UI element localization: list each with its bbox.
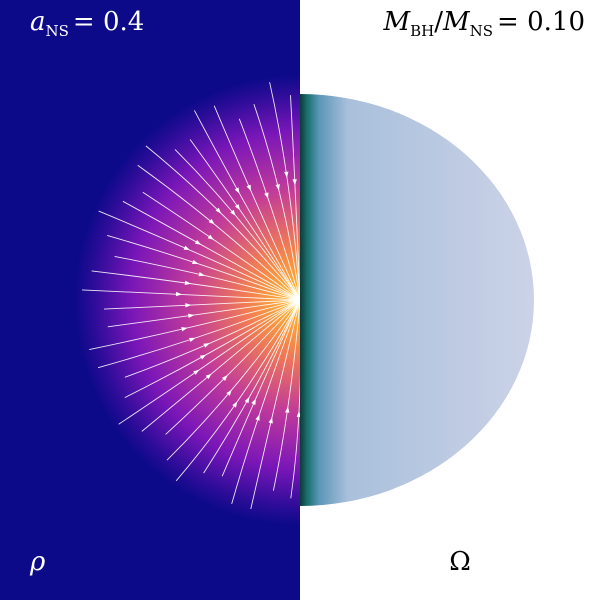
rho-label: ρ xyxy=(29,547,46,577)
spin-label: aNS = 0.4 xyxy=(30,7,144,40)
symbol: M xyxy=(442,7,471,37)
streamline xyxy=(137,164,300,301)
streamline xyxy=(124,299,300,378)
streamline xyxy=(107,234,300,301)
streamline-arrow xyxy=(199,354,207,360)
streamline xyxy=(97,299,300,369)
streamline xyxy=(166,299,300,461)
streamline-arrow xyxy=(183,245,190,251)
streamline-arrow xyxy=(221,375,228,381)
streamline-arrow xyxy=(246,184,252,192)
streamline-arrow xyxy=(194,239,202,245)
streamline xyxy=(165,299,300,435)
streamline-arrow xyxy=(205,373,212,380)
streamline-arrow xyxy=(215,207,222,214)
streamline-arrow xyxy=(192,259,199,264)
streamline xyxy=(107,299,300,328)
streamline xyxy=(272,299,300,491)
streamline-arrow xyxy=(232,401,238,408)
streamline xyxy=(141,299,300,432)
streamline xyxy=(253,104,300,301)
streamline xyxy=(174,149,300,301)
subscript: NS xyxy=(470,22,493,40)
streamline xyxy=(231,299,300,505)
streamline xyxy=(81,289,300,301)
streamline-arrow xyxy=(208,218,215,225)
streamline-arrow xyxy=(264,192,269,199)
streamline-arrow xyxy=(285,406,290,413)
streamline xyxy=(145,145,300,301)
streamline xyxy=(122,200,300,301)
streamline-arrow xyxy=(226,389,232,396)
streamline xyxy=(103,299,300,310)
streamline xyxy=(213,105,300,301)
omega-label: Ω xyxy=(449,547,471,577)
streamline xyxy=(114,255,300,301)
streamline-arrow xyxy=(234,204,241,211)
subscript: BH xyxy=(410,22,434,40)
angular-velocity-field xyxy=(300,94,534,506)
streamline xyxy=(189,139,300,301)
streamline xyxy=(142,191,300,301)
streamline-arrow xyxy=(284,171,289,178)
streamline xyxy=(250,299,300,510)
streamline-arrow xyxy=(198,272,205,277)
streamline xyxy=(124,299,300,399)
streamline-arrow xyxy=(185,303,192,308)
streamline xyxy=(221,299,300,477)
streamline-arrow xyxy=(207,234,214,240)
streamline xyxy=(175,299,300,482)
streamline-arrow xyxy=(230,209,236,216)
streamline-arrow xyxy=(181,327,188,332)
streamlines xyxy=(81,82,300,510)
streamline-arrow xyxy=(189,337,196,342)
streamline-arrow xyxy=(255,414,260,421)
streamline xyxy=(91,270,300,301)
streamline-arrow xyxy=(251,398,256,405)
streamline-arrow xyxy=(268,417,273,424)
streamline-arrow xyxy=(244,396,250,404)
streamline-arrow xyxy=(234,187,240,194)
streamline xyxy=(238,118,300,301)
streamline-arrow xyxy=(175,291,182,297)
streamline-arrow xyxy=(275,184,280,191)
streamline-arrow xyxy=(292,179,297,186)
slash: / xyxy=(434,7,443,37)
value: = 0.4 xyxy=(73,7,144,37)
streamline-arrow xyxy=(188,313,195,319)
streamline-arrow xyxy=(203,343,210,348)
streamline-arrow xyxy=(193,369,200,375)
streamline xyxy=(89,299,300,351)
streamline xyxy=(98,210,300,301)
value: = 0.10 xyxy=(497,7,585,37)
streamline xyxy=(118,299,300,425)
streamline xyxy=(194,110,300,301)
streamline xyxy=(269,82,300,301)
streamline-arrow xyxy=(184,280,191,286)
density-field xyxy=(72,72,300,528)
symbol: a xyxy=(30,7,46,37)
symbol: M xyxy=(383,7,412,37)
streamline xyxy=(203,299,300,474)
mass-ratio-label: MBH/MNS = 0.10 xyxy=(383,7,585,40)
streamline xyxy=(290,95,300,301)
subscript: NS xyxy=(46,22,69,40)
streamline xyxy=(290,300,300,499)
streamline-arrow xyxy=(296,411,300,418)
